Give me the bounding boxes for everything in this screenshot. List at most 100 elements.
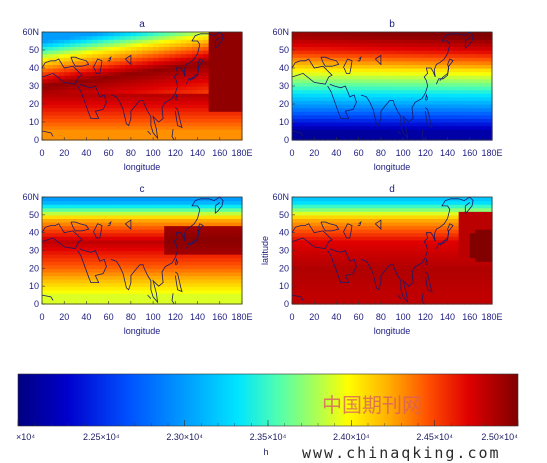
heatmap-cell [425, 279, 432, 284]
heatmap-cell [164, 229, 171, 234]
heatmap-cell [486, 86, 493, 91]
heatmap-cell [53, 286, 60, 291]
heatmap-cell [130, 279, 138, 284]
heatmap-cell [480, 136, 488, 141]
heatmap-cell [75, 100, 82, 105]
heatmap-cell [108, 71, 115, 76]
heatmap-cell [319, 246, 326, 252]
heatmap-cell [136, 282, 143, 287]
heatmap-cell [430, 243, 438, 248]
heatmap-cell [103, 254, 110, 259]
heatmap-cell [442, 275, 449, 280]
heatmap-cell [380, 289, 388, 294]
heatmap-cell [325, 286, 332, 291]
heatmap-cell [392, 129, 399, 134]
heatmap-cell [464, 82, 471, 87]
heatmap-cell [142, 100, 149, 105]
heatmap-cell [464, 104, 471, 109]
heatmap-cell [408, 122, 415, 127]
heatmap-cell [292, 46, 299, 51]
heatmap-cell [397, 250, 404, 255]
heatmap-cell [130, 243, 138, 248]
heatmap-cell [153, 75, 160, 80]
heatmap-cell [64, 268, 71, 273]
heatmap-cell [147, 218, 154, 223]
heatmap-cell [453, 118, 460, 123]
heatmap-cell [92, 243, 99, 248]
heatmap-cell [314, 136, 321, 141]
heatmap-cell [92, 218, 99, 223]
heatmap-cell [442, 93, 449, 98]
heatmap-cell [97, 35, 104, 40]
heatmap-cell [403, 136, 410, 141]
heatmap-cell [225, 264, 232, 269]
heatmap-cell [469, 53, 476, 58]
heatmap-cell [336, 75, 343, 80]
heatmap-cell [86, 271, 93, 277]
heatmap-cell [453, 86, 460, 91]
heatmap-cell [230, 261, 238, 266]
heatmap-cell [414, 200, 421, 205]
heatmap-cell [180, 75, 188, 80]
heatmap-cell [469, 264, 476, 269]
heatmap-cell [303, 243, 310, 248]
heatmap-cell [42, 232, 49, 237]
heatmap-cell [169, 107, 176, 112]
heatmap-cell [130, 271, 138, 277]
heatmap-cell [108, 129, 115, 134]
heatmap-cell [330, 107, 338, 112]
heatmap-cell [142, 42, 149, 47]
heatmap-cell [314, 64, 321, 69]
heatmap-cell [353, 214, 360, 219]
heatmap-cell [319, 286, 326, 291]
heatmap-cell [58, 136, 65, 141]
heatmap-cell [47, 129, 54, 134]
heatmap-cell [114, 254, 121, 259]
heatmap-cell [230, 289, 238, 294]
heatmap-cell [319, 268, 326, 273]
heatmap-cell [119, 232, 126, 237]
heatmap-cell [458, 254, 465, 259]
heatmap-cell [380, 300, 388, 305]
heatmap-cell [175, 207, 182, 212]
heatmap-cell [425, 296, 432, 302]
heatmap-cell [197, 211, 204, 216]
heatmap-cell [430, 132, 438, 137]
heatmap-cell [442, 271, 449, 277]
heatmap-cell [414, 268, 421, 273]
heatmap-cell [419, 261, 426, 266]
heatmap-cell [347, 221, 354, 227]
heatmap-cell [458, 71, 465, 76]
heatmap-cell [386, 232, 393, 237]
heatmap-cell [114, 39, 121, 44]
heatmap-cell [475, 236, 482, 241]
heatmap-cell [364, 122, 371, 127]
heatmap-cell [180, 136, 188, 141]
heatmap-cell [453, 71, 460, 76]
heatmap-cell [225, 232, 232, 237]
heatmap-cell [380, 122, 388, 127]
heatmap-cell [297, 236, 304, 241]
heatmap-cell [414, 257, 421, 262]
heatmap-cell [80, 32, 88, 37]
heatmap-cell [142, 225, 149, 230]
heatmap-cell [358, 225, 365, 230]
heatmap-cell [142, 200, 149, 205]
heatmap-cell [153, 282, 160, 287]
heatmap-cell [108, 125, 115, 130]
heatmap-cell [392, 246, 399, 252]
heatmap-cell [42, 50, 49, 55]
heatmap-cell [108, 104, 115, 109]
heatmap-cell [458, 39, 465, 44]
heatmap-cell [414, 111, 421, 116]
heatmap-cell [136, 71, 143, 76]
heatmap-cell [236, 207, 243, 212]
heatmap-cell [42, 82, 49, 87]
heatmap-cell [297, 268, 304, 273]
heatmap-cell [364, 218, 371, 223]
heatmap-cell [42, 125, 49, 130]
heatmap-cell [75, 39, 82, 44]
heatmap-cell [464, 246, 471, 252]
heatmap-cell [403, 200, 410, 205]
heatmap-cell [236, 264, 243, 269]
